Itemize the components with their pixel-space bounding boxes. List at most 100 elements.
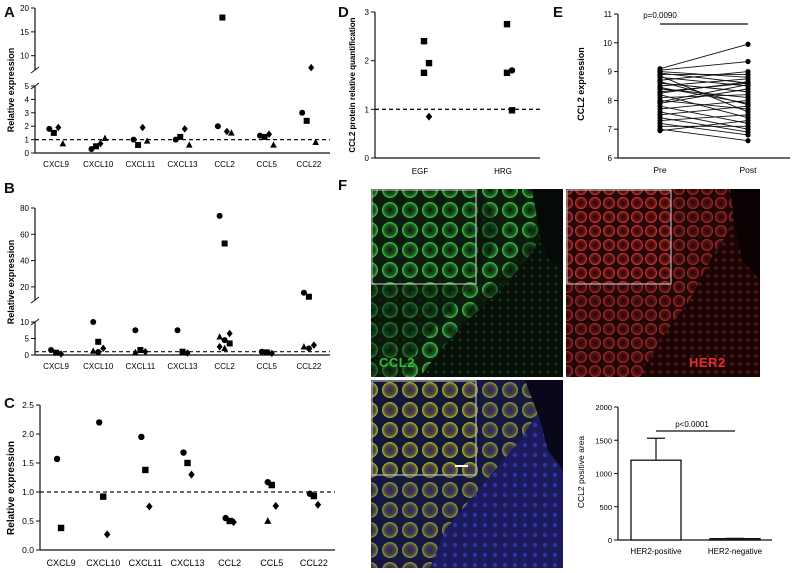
panel-b-chart: 0 5 10 20 40 60 80 CXCL9 CXCL10 CXCL11 CXCL13 CCL2 C… xyxy=(20,204,330,371)
data-point-triangle xyxy=(132,348,139,356)
x-tick-label: CCL2 xyxy=(214,160,235,169)
x-tick-label: CXCL10 xyxy=(83,362,114,371)
data-point-circle xyxy=(300,289,307,296)
data-point-post xyxy=(745,117,751,124)
data-point-diamond xyxy=(310,341,317,349)
data-point-post xyxy=(745,102,751,108)
paired-line xyxy=(659,88,749,104)
paired-line xyxy=(659,105,749,124)
data-point-circle xyxy=(48,347,55,354)
axis-break-mark xyxy=(30,296,40,304)
x-tick-label: CXCL9 xyxy=(47,558,76,568)
y-tick-label: 2 xyxy=(25,122,30,131)
x-tick-label: CCL22 xyxy=(296,362,321,371)
panel-a-ylabel: Relative expression xyxy=(6,48,16,133)
data-point-post xyxy=(745,97,751,103)
data-point-diamond xyxy=(425,112,433,121)
x-tick-label: CCL22 xyxy=(296,160,321,169)
y-tick-label: 15 xyxy=(20,28,29,37)
data-point-diamond xyxy=(272,501,279,510)
data-point-circle xyxy=(180,449,187,456)
data-point-pre xyxy=(657,128,663,134)
data-point-diamond xyxy=(230,518,237,527)
y-tick-label: 5 xyxy=(25,335,30,344)
data-point-circle xyxy=(95,349,102,356)
paired-line xyxy=(659,75,749,113)
data-point-diamond xyxy=(226,329,233,338)
y-tick-label: 2.0 xyxy=(22,429,34,439)
panel-a-chart: 0 1 2 3 4 5 10 15 20 CXCL9 CXCL10 CXCL11 CXCL13 CCL2 C… xyxy=(20,4,330,169)
data-point-square xyxy=(305,293,312,300)
paired-line xyxy=(659,71,749,81)
data-point-post xyxy=(745,81,751,88)
data-point-circle xyxy=(299,109,306,116)
x-tick-label: CXCL13 xyxy=(167,160,198,169)
micrograph-ccl2: CCL2 xyxy=(371,189,563,377)
y-tick-label: 60 xyxy=(20,230,29,239)
data-point-circle xyxy=(96,419,103,426)
paired-line xyxy=(659,114,749,122)
data-point-diamond xyxy=(188,470,195,479)
data-point-pre xyxy=(657,79,663,85)
data-point-diamond xyxy=(142,347,149,356)
data-point-square xyxy=(420,69,428,77)
data-point-triangle xyxy=(143,137,151,144)
data-point-diamond xyxy=(268,349,275,358)
data-point-triangle xyxy=(312,138,319,145)
panel-e-ylabel: CCL2 expression xyxy=(576,47,586,121)
data-point-triangle xyxy=(264,517,272,524)
data-point-square xyxy=(226,517,233,525)
paired-line xyxy=(659,81,749,106)
paired-line xyxy=(659,94,749,119)
paired-line xyxy=(659,61,749,71)
inset-box xyxy=(371,189,477,285)
x-tick-label: HRG xyxy=(494,167,512,176)
data-point-circle xyxy=(216,212,223,219)
paired-line xyxy=(659,81,749,94)
data-point-diamond xyxy=(97,139,104,148)
data-point-square xyxy=(137,347,144,354)
x-tick-label: CCL5 xyxy=(257,160,278,169)
data-point-pre xyxy=(657,90,663,96)
inset-box xyxy=(566,189,672,285)
data-point-post xyxy=(745,69,751,75)
data-point-square xyxy=(219,14,226,21)
x-tick-label: CXCL10 xyxy=(83,160,114,169)
y-tick-label: 2.5 xyxy=(22,400,34,410)
y-tick-label: 0 xyxy=(25,351,30,360)
y-tick-label: 10 xyxy=(20,318,29,327)
y-tick-label: 7 xyxy=(608,125,613,134)
data-point-diamond xyxy=(100,344,107,353)
paired-line xyxy=(659,78,749,87)
data-point-circle xyxy=(214,123,221,130)
y-tick-label: 3 xyxy=(365,8,370,17)
data-point-diamond xyxy=(266,130,273,138)
panel-letter-d: D xyxy=(338,4,349,21)
data-point-circle xyxy=(258,348,265,355)
data-point-pre xyxy=(657,99,663,105)
data-point-square xyxy=(508,107,516,114)
data-point-diamond xyxy=(139,123,146,132)
y-tick-label: 10 xyxy=(603,39,612,48)
data-point-post xyxy=(745,112,751,118)
data-point-diamond xyxy=(308,63,315,72)
data-point-square xyxy=(50,129,57,136)
her2-stain-label: HER2 xyxy=(689,355,726,370)
data-point-diamond xyxy=(184,349,191,357)
data-point-diamond xyxy=(104,530,111,539)
panel-e-chart: 6 7 8 9 10 11 Pre Post xyxy=(603,10,790,175)
y-tick-label: 2000 xyxy=(595,403,612,412)
data-point-post xyxy=(745,41,751,47)
x-tick-label: CXCL13 xyxy=(170,558,204,568)
y-tick-label: 0.5 xyxy=(22,516,34,526)
data-point-diamond xyxy=(58,350,65,358)
x-tick-label: HER2-positive xyxy=(630,547,682,556)
y-tick-label: 0 xyxy=(365,154,370,163)
micrograph-her2: HER2 xyxy=(566,189,760,377)
inset-box xyxy=(371,380,477,476)
y-tick-label: 1 xyxy=(365,105,370,114)
paired-line xyxy=(659,43,749,70)
y-tick-label: 80 xyxy=(20,204,29,213)
data-point-post xyxy=(745,92,751,98)
x-tick-label: CXCL9 xyxy=(43,362,69,371)
